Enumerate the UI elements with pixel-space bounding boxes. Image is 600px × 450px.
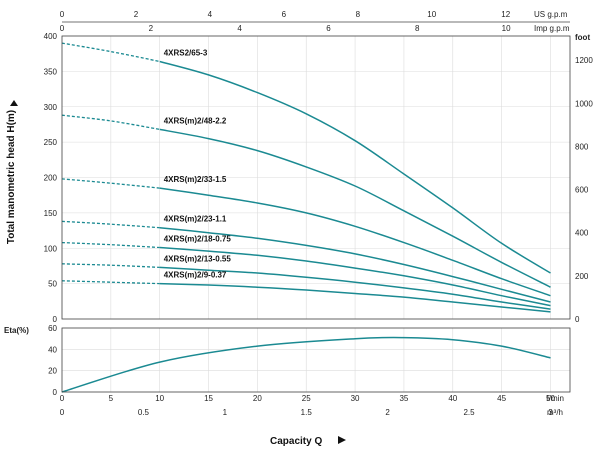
x-tick-m3h: 1.5 <box>301 408 313 417</box>
x-tick-lmin: 45 <box>497 394 506 403</box>
eta-curve <box>61 336 551 393</box>
x-tick-lmin: 30 <box>351 394 360 403</box>
series-curve-dashed <box>61 42 160 63</box>
series-label: 4XRS(m)2/13-0.55 <box>164 254 232 263</box>
y-axis-title: Total manometric head H(m) <box>6 110 17 244</box>
series-label: 4XRS(m)2/33-1.5 <box>164 175 227 184</box>
y-axis-arrow-icon <box>10 100 18 106</box>
top-tick-imp-gpm: 10 <box>502 24 511 33</box>
x-tick-lmin: 35 <box>399 394 408 403</box>
x-tick-lmin: 10 <box>155 394 164 403</box>
series-label: 4XRS(m)2/18-0.75 <box>164 235 232 244</box>
eta-layer <box>61 336 551 393</box>
series-curve-dashed <box>61 220 160 229</box>
y-tick-right-foot: 800 <box>575 142 589 151</box>
x-tick-lmin: 40 <box>448 394 457 403</box>
y-tick-left: 350 <box>44 67 58 76</box>
y-tick-left: 50 <box>48 280 57 289</box>
y-tick-right-foot: 200 <box>575 272 589 281</box>
series-layer: 4XRS2/65-3 4XRS(m)2/48-2.2 4XRS(m)2/33-1.5… <box>61 42 551 313</box>
series-label: 4XRS(m)2/48-2.2 <box>164 116 227 125</box>
eta-tick: 60 <box>48 324 57 333</box>
x-tick-lmin: 0 <box>60 394 65 403</box>
top-tick-imp-gpm: 4 <box>237 24 242 33</box>
eta-plot-frame <box>61 327 571 393</box>
x-tick-lmin: 5 <box>109 394 114 403</box>
top-tick-imp-gpm: 2 <box>149 24 154 33</box>
series-curve-dashed <box>61 263 160 269</box>
top-tick-us-gpm: 10 <box>427 10 436 19</box>
x-tick-m3h: 3 <box>548 408 553 417</box>
x-tick-m3h: 2 <box>385 408 390 417</box>
eta-tick: 20 <box>48 367 57 376</box>
top-tick-us-gpm: 8 <box>356 10 361 19</box>
series-label: 4XRS2/65-3 <box>164 48 208 57</box>
y-tick-right-foot: 1200 <box>575 56 593 65</box>
x-tick-lmin: 20 <box>253 394 262 403</box>
x-tick-lmin: 15 <box>204 394 213 403</box>
m3h-unit-label: m³/h <box>547 408 563 417</box>
foot-unit-label: foot <box>575 33 590 42</box>
x-axis-arrow-icon <box>338 436 346 444</box>
y-tick-right-foot: 1000 <box>575 99 593 108</box>
series-curve-dashed <box>61 114 160 131</box>
x-tick-m3h: 0 <box>60 408 65 417</box>
series-curve <box>159 60 551 274</box>
y-tick-left: 250 <box>44 138 58 147</box>
imp-gpm-unit: Imp g.p.m <box>534 24 570 33</box>
top-tick-imp-gpm: 0 <box>60 24 65 33</box>
top-tick-us-gpm: 4 <box>208 10 213 19</box>
top-tick-us-gpm: 2 <box>134 10 139 19</box>
series-curve <box>159 226 551 303</box>
y-tick-right-foot: 600 <box>575 186 589 195</box>
y-tick-left: 100 <box>44 244 58 253</box>
x-tick-m3h: 2.5 <box>463 408 475 417</box>
y-tick-left: 400 <box>44 32 58 41</box>
eta-tick: 0 <box>53 388 58 397</box>
series-curve <box>159 282 551 313</box>
series-curve-dashed <box>61 280 160 285</box>
top-tick-us-gpm: 12 <box>501 10 510 19</box>
series-curve-dashed <box>61 241 160 249</box>
series-label: 4XRS(m)2/9-0.37 <box>164 271 227 280</box>
lmin-unit-label: l/min <box>547 394 564 403</box>
y-tick-right-foot: 0 <box>575 315 580 324</box>
tick-layer: 0 5 10 15 20 25 30 35 40 45 500 0.5 1 1.5 2 2.5 30 2 4 6 8 10… <box>44 10 594 417</box>
series-curve <box>159 128 551 288</box>
eta-tick: 40 <box>48 345 57 354</box>
x-axis-title: Capacity Q <box>270 436 322 447</box>
series-curve <box>159 246 551 307</box>
top-tick-imp-gpm: 6 <box>326 24 331 33</box>
series-curve <box>159 266 551 310</box>
top-tick-imp-gpm: 8 <box>415 24 420 33</box>
y-tick-left: 300 <box>44 103 58 112</box>
grid-layer <box>61 35 570 393</box>
x-tick-m3h: 1 <box>223 408 228 417</box>
series-curve <box>159 187 551 297</box>
eta-axis-label: Eta(%) <box>4 326 29 335</box>
y-tick-left: 150 <box>44 209 58 218</box>
series-curve-dashed <box>61 178 160 189</box>
y-tick-left: 200 <box>44 174 58 183</box>
y-tick-right-foot: 400 <box>575 229 589 238</box>
top-tick-us-gpm: 0 <box>60 10 65 19</box>
x-tick-lmin: 25 <box>302 394 311 403</box>
us-gpm-unit: US g.p.m <box>534 10 568 19</box>
series-label: 4XRS(m)2/23-1.1 <box>164 215 227 224</box>
x-tick-m3h: 0.5 <box>138 408 150 417</box>
top-tick-us-gpm: 6 <box>282 10 287 19</box>
main-plot-frame <box>61 35 571 320</box>
y-tick-left: 0 <box>53 315 58 324</box>
x-tick-lmin: 50 <box>546 394 555 403</box>
